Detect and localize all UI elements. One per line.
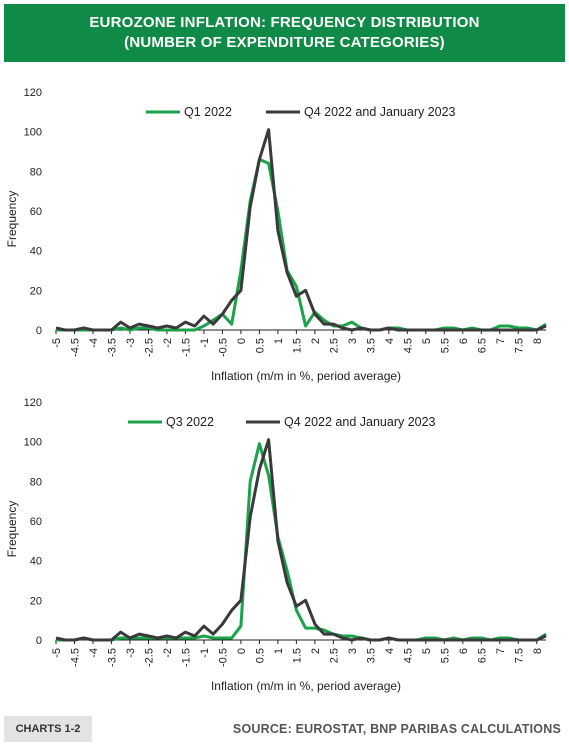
x-tick-label: 4.5 (402, 648, 414, 663)
chart-header: EUROZONE INFLATION: FREQUENCY DISTRIBUTI… (4, 4, 565, 62)
x-tick-label: -4.5 (69, 648, 81, 667)
x-tick-label: 1 (273, 648, 285, 654)
x-tick-label: 8 (532, 648, 544, 654)
legend-label-1: Q4 2022 and January 2023 (304, 105, 456, 119)
x-tick-label: 7 (495, 338, 507, 344)
x-tick-label: -4 (88, 338, 100, 348)
x-tick-label: -0.5 (217, 648, 229, 667)
series-line-1 (55, 128, 547, 332)
x-tick-label: -5 (51, 338, 63, 348)
header-title-line1: EUROZONE INFLATION: FREQUENCY DISTRIBUTI… (89, 14, 480, 31)
x-tick-label: -3.5 (106, 648, 118, 667)
y-tick-label: 60 (30, 516, 42, 528)
x-tick-label: 2 (310, 648, 322, 654)
x-axis-label: Inflation (m/m in %, period average) (211, 679, 401, 693)
x-tick-label: 3.5 (365, 648, 377, 663)
y-tick-label: 20 (30, 595, 42, 607)
x-tick-label: 0.5 (254, 338, 266, 353)
x-tick-label: -1 (199, 648, 211, 658)
x-tick-label: 3.5 (365, 338, 377, 353)
x-tick-label: -0.5 (217, 338, 229, 357)
x-tick-label: 0 (236, 648, 248, 654)
x-tick-label: 6.5 (476, 648, 488, 663)
x-tick-label: 2 (310, 338, 322, 344)
x-tick-label: 3 (347, 648, 359, 654)
x-tick-label: -3.5 (106, 338, 118, 357)
x-tick-label: 4 (384, 648, 396, 654)
x-tick-label: 4.5 (402, 338, 414, 353)
y-tick-label: 0 (36, 325, 42, 337)
x-tick-label: 1.5 (291, 338, 303, 353)
x-tick-label: -1.5 (180, 338, 192, 357)
x-tick-label: 6 (458, 648, 470, 654)
y-tick-label: 80 (30, 476, 42, 488)
y-tick-label: 100 (24, 437, 42, 449)
x-tick-label: 8 (532, 338, 544, 344)
legend-label-0: Q1 2022 (184, 105, 232, 119)
x-tick-label: -3 (125, 648, 137, 658)
y-tick-label: 80 (30, 166, 42, 178)
y-tick-label: 120 (24, 397, 42, 409)
legend-label-1: Q4 2022 and January 2023 (284, 415, 436, 429)
x-tick-label: 5.5 (439, 648, 451, 663)
y-tick-label: 60 (30, 206, 42, 218)
x-tick-label: 0 (236, 338, 248, 344)
series-line-1 (55, 438, 547, 642)
x-tick-label: 5 (421, 648, 433, 654)
x-tick-label: 7.5 (513, 338, 525, 353)
x-tick-label: -4 (88, 648, 100, 658)
y-tick-label: 40 (30, 556, 42, 568)
y-tick-label: 0 (36, 635, 42, 647)
x-tick-label: 3 (347, 338, 359, 344)
x-tick-label: -2.5 (143, 648, 155, 667)
header-title-line2: (NUMBER OF EXPENDITURE CATEGORIES) (124, 34, 445, 51)
x-tick-label: 6.5 (476, 338, 488, 353)
source-note: SOURCE: EUROSTAT, BNP PARIBAS CALCULATIO… (232, 722, 561, 736)
series-line-0 (56, 442, 547, 642)
x-tick-label: -3 (125, 338, 137, 348)
x-tick-label: 0.5 (254, 648, 266, 663)
x-tick-label: -2 (162, 648, 174, 658)
x-tick-label: 5.5 (439, 338, 451, 353)
x-tick-label: 1 (273, 338, 285, 344)
x-tick-label: 4 (384, 338, 396, 344)
y-tick-label: 120 (24, 87, 42, 99)
x-tick-label: 7.5 (513, 648, 525, 663)
x-tick-label: 2.5 (328, 338, 340, 353)
y-axis-label: Frequency (5, 501, 19, 558)
x-tick-label: 5 (421, 338, 433, 344)
charts-tag: CHARTS 1-2 (4, 716, 92, 742)
series-line-0 (56, 157, 547, 332)
y-axis-label: Frequency (5, 191, 19, 248)
x-tick-label: 6 (458, 338, 470, 344)
x-tick-label: -1 (199, 338, 211, 348)
x-tick-label: -4.5 (69, 338, 81, 357)
y-tick-label: 20 (30, 285, 42, 297)
legend-label-0: Q3 2022 (166, 415, 214, 429)
x-axis-label: Inflation (m/m in %, period average) (211, 369, 401, 383)
x-tick-label: 7 (495, 648, 507, 654)
x-tick-label: -2 (162, 338, 174, 348)
x-tick-label: 1.5 (291, 648, 303, 663)
y-tick-label: 40 (30, 246, 42, 258)
x-tick-label: -1.5 (180, 648, 192, 667)
x-tick-label: -2.5 (143, 338, 155, 357)
y-tick-label: 100 (24, 127, 42, 139)
x-tick-label: 2.5 (328, 648, 340, 663)
x-tick-label: -5 (51, 648, 63, 658)
